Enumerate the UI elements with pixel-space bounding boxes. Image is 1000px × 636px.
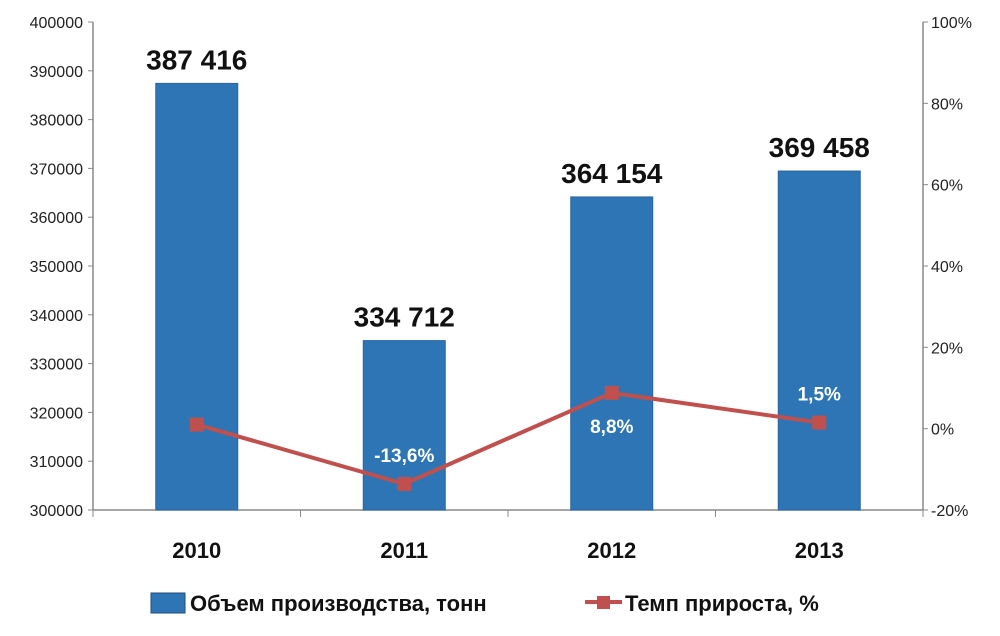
bar [777, 170, 861, 511]
x-tick-label: 2010 [172, 538, 221, 563]
left-tick-label: 310000 [30, 454, 83, 471]
left-tick-label: 400000 [30, 15, 83, 32]
legend: Объем производства, тонн Темп прироста, … [150, 591, 819, 616]
left-tick-label: 360000 [30, 210, 83, 227]
x-tick-label: 2013 [795, 538, 844, 563]
growth-value-label: 1,5% [798, 385, 841, 406]
left-tick-label: 330000 [30, 357, 83, 374]
axes: 300000 310000 320000 330000 340000 350000 3600… [30, 15, 972, 563]
growth-point-marker [189, 417, 204, 432]
right-tick-label: 20% [931, 340, 963, 357]
growth-value-label: -13,6% [374, 446, 434, 467]
legend-swatch-volume [150, 592, 186, 614]
bar-value-label: 364 154 [561, 158, 663, 189]
bar [155, 82, 239, 511]
left-tick-label: 390000 [30, 64, 83, 81]
left-tick-label: 340000 [30, 308, 83, 325]
left-tick-label: 320000 [30, 405, 83, 422]
left-tick-label: 380000 [30, 113, 83, 130]
bar [570, 196, 654, 511]
legend-label-growth: Темп прироста, % [625, 591, 819, 616]
growth-line-path [196, 390, 820, 487]
right-tick-label: 60% [931, 178, 963, 195]
right-tick-label: 80% [931, 96, 963, 113]
legend-swatch-growth-marker [597, 596, 610, 609]
left-tick-label: 350000 [30, 259, 83, 276]
right-tick-label: -20% [931, 503, 968, 520]
x-tick-label: 2012 [587, 538, 636, 563]
data-labels: 387 416 334 712 364 154 369 458 -13,6% 8,8% 1,… [146, 44, 870, 467]
left-tick-label: 300000 [30, 503, 83, 520]
growth-value-label: 8,8% [590, 417, 633, 438]
growth-point-marker [397, 476, 412, 491]
legend-label-volume: Объем производства, тонн [190, 591, 487, 616]
growth-point-marker [604, 385, 619, 400]
right-tick-label: 40% [931, 259, 963, 276]
growth-point-marker [812, 415, 827, 430]
right-tick-label: 0% [931, 422, 954, 439]
growth-line [189, 385, 827, 491]
bar-value-label: 387 416 [146, 44, 247, 75]
right-tick-label: 100% [931, 15, 972, 32]
bars [155, 82, 861, 511]
bar-value-label: 334 712 [354, 302, 455, 333]
bar-value-label: 369 458 [769, 132, 870, 163]
left-tick-label: 370000 [30, 161, 83, 178]
x-tick-label: 2011 [380, 538, 428, 563]
